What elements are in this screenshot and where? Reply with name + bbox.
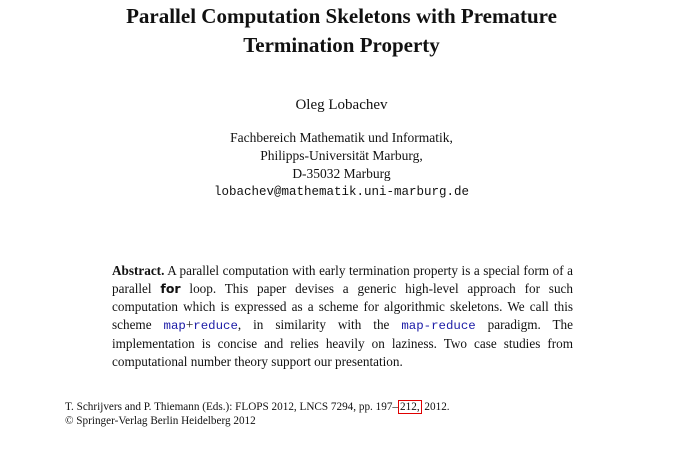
code-map: map (163, 319, 186, 333)
citation-year: 2012. (421, 401, 450, 413)
abstract: Abstract. A parallel computation with ea… (112, 262, 573, 371)
copyright-line: © Springer-Verlag Berlin Heidelberg 2012 (65, 415, 256, 427)
citation-text: T. Schrijvers and P. Thiemann (Eds.): FL… (65, 401, 399, 413)
citation-line-1: T. Schrijvers and P. Thiemann (Eds.): FL… (65, 400, 625, 414)
keyword-for: for (160, 281, 181, 296)
paper-title: Parallel Computation Skeletons with Prem… (0, 2, 683, 60)
code-map-reduce: map-reduce (401, 319, 476, 333)
abstract-text-3: , in similarity with the (237, 317, 402, 332)
plus-sign: + (185, 317, 194, 332)
title-line-2: Termination Property (243, 33, 440, 57)
author-name: Oleg Lobachev (295, 97, 388, 113)
abstract-label: Abstract. (112, 263, 165, 278)
abstract-text-1: A parallel computation with early termin… (112, 263, 573, 296)
citation-footer: T. Schrijvers and P. Thiemann (Eds.): FL… (65, 400, 625, 428)
affiliation: Fachbereich Mathematik und Informatik, P… (0, 129, 683, 201)
affiliation-line-2: Philipps-Universität Marburg, (260, 148, 423, 163)
affiliation-line-1: Fachbereich Mathematik und Informatik, (230, 130, 453, 145)
abstract-text-2: loop. This paper devises a generic high-… (112, 281, 573, 332)
affiliation-line-3: D-35032 Marburg (292, 166, 391, 181)
abstract-text-4: paradigm. The implementation is concise … (112, 317, 573, 369)
code-reduce: reduce (193, 319, 238, 333)
title-line-1: Parallel Computation Skeletons with Prem… (126, 4, 557, 28)
author-email: lobachev@mathematik.uni-marburg.de (213, 185, 470, 199)
highlighted-page-number: 212, (398, 400, 422, 414)
